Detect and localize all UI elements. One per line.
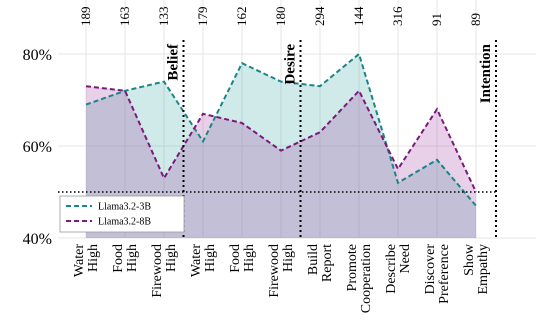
count-label: 163	[117, 7, 132, 27]
x-tick-label: DiscoverPreference	[423, 244, 452, 304]
count-label: 162	[234, 7, 249, 27]
count-label: 89	[468, 13, 483, 26]
x-tick-label: BuildReport	[306, 244, 335, 282]
stage-label: Belief	[166, 43, 182, 81]
x-tick-label: FoodHigh	[228, 244, 257, 273]
y-tick-label: 60%	[23, 139, 52, 156]
stage-label: Desire	[283, 44, 299, 85]
legend-label: Llama3.2-3B	[98, 202, 151, 213]
x-tick-label: WaterHigh	[72, 244, 101, 277]
count-label: 189	[78, 7, 93, 27]
legend: Llama3.2-3B Llama3.2-8B	[59, 195, 185, 233]
y-tick-label: 80%	[23, 47, 52, 64]
x-tick-label: PromoteCooperation	[345, 244, 374, 313]
x-tick-label: FirewoodHigh	[150, 244, 179, 298]
line	[85, 85, 477, 193]
y-tick-label: 40%	[23, 231, 52, 248]
count-label: 144	[351, 6, 366, 26]
stage-label: Intention	[478, 43, 494, 103]
x-tick-label: FoodHigh	[111, 244, 140, 273]
line	[85, 52, 477, 207]
x-tick-label: ShowEmpathy	[462, 243, 491, 294]
x-tick-label: FirewoodHigh	[267, 244, 296, 298]
x-tick-label: DescribeNeed	[384, 244, 413, 294]
count-label: 133	[156, 7, 171, 27]
count-label: 180	[273, 7, 288, 27]
count-label: 294	[312, 6, 327, 26]
x-tick-label: WaterHigh	[189, 244, 218, 277]
count-label: 179	[195, 7, 210, 27]
count-label: 316	[390, 6, 405, 26]
count-label: 91	[429, 13, 444, 26]
legend-label: Llama3.2-8B	[98, 217, 151, 228]
legend-box	[59, 195, 185, 233]
